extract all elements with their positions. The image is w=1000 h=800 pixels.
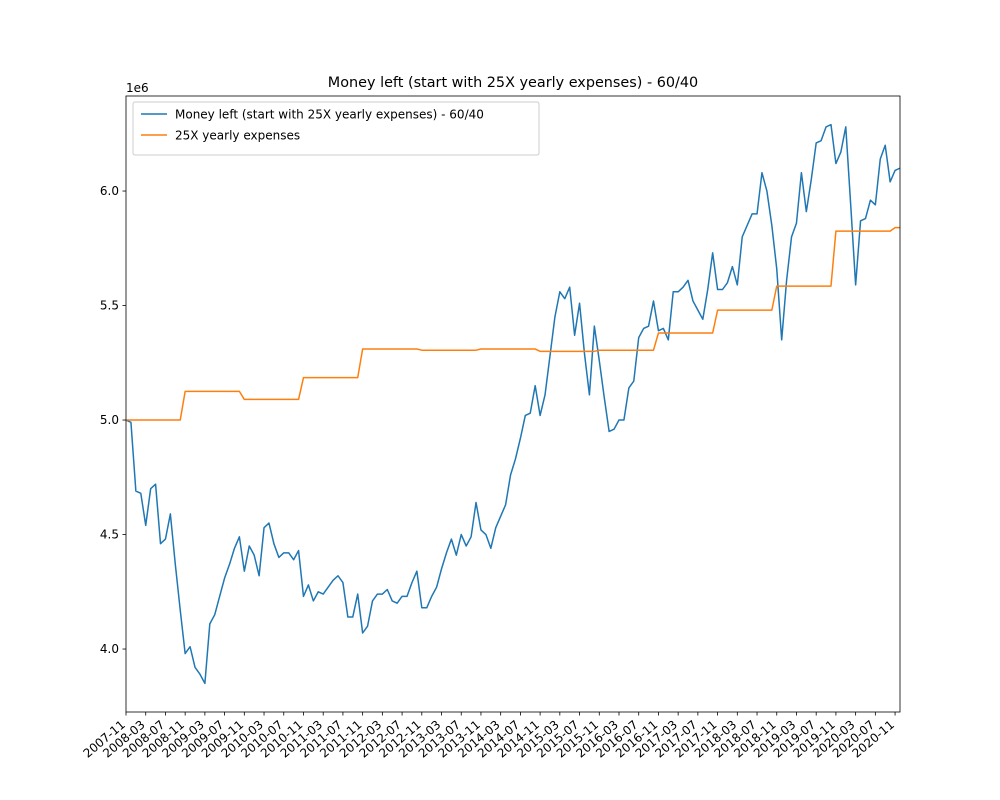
- y-tick-label: 6.0: [100, 184, 119, 198]
- line-series: [126, 226, 900, 421]
- legend: Money left (start with 25X yearly expens…: [132, 101, 540, 156]
- line-series: [125, 123, 901, 685]
- y-tick-label: 5.0: [100, 413, 119, 427]
- y-tick-label: 5.5: [100, 299, 119, 313]
- legend-label: 25X yearly expenses: [175, 129, 300, 143]
- y-tick-label: 4.5: [100, 528, 119, 542]
- y-offset-label: 1e6: [126, 81, 149, 95]
- legend-label: Money left (start with 25X yearly expens…: [175, 108, 484, 122]
- y-tick-label: 4.0: [100, 642, 119, 656]
- chart-title: Money left (start with 25X yearly expens…: [328, 75, 698, 91]
- legend-box: [132, 101, 540, 156]
- plot-frame: [125, 95, 901, 713]
